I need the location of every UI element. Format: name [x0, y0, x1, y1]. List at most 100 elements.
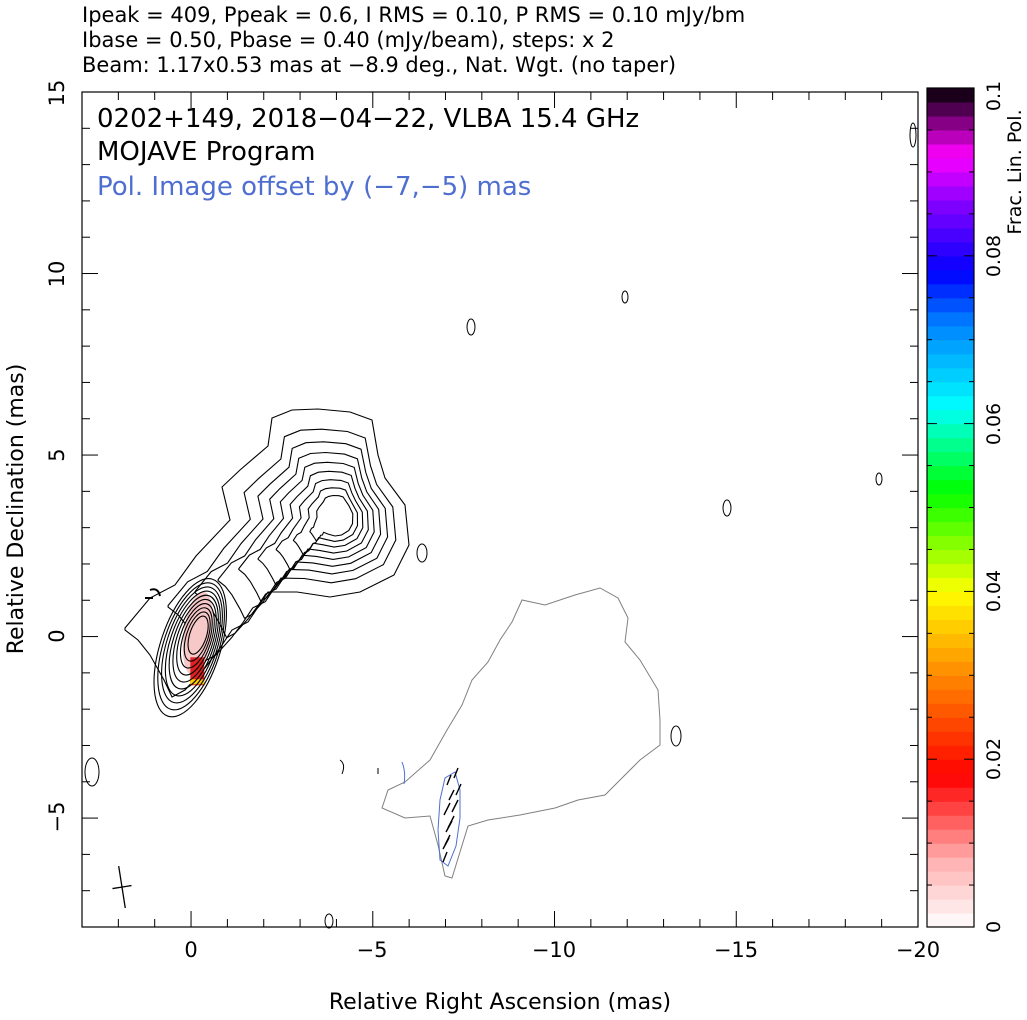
noise-contour [670, 725, 682, 747]
beam-marker [112, 865, 132, 909]
core-contour [168, 594, 219, 690]
evpa-stick [446, 774, 452, 786]
colorbar-swatch [927, 661, 974, 676]
colorbar-swatch [927, 885, 974, 900]
core-contours [153, 578, 227, 718]
colorbar-swatch [927, 493, 974, 509]
colorbar-tick-label: 0.04 [983, 570, 1005, 612]
colorbar-swatch [927, 367, 974, 383]
y-tick-label: −5 [45, 802, 69, 833]
polarization-layer [381, 587, 661, 879]
colorbar-swatch [927, 339, 974, 355]
colorbar-swatch [927, 619, 974, 634]
colorbar-swatch [927, 857, 974, 872]
evpa-stick [448, 789, 455, 801]
y-tick-label: 10 [45, 261, 69, 288]
colorbar-swatch [927, 227, 974, 243]
evpa-stick [447, 815, 455, 829]
colorbar-swatch [927, 787, 974, 802]
colorbar: 0 0.02 0.04 0.06 0.08 0.1 Frac. Lin. Pol… [926, 81, 1026, 933]
minor-ticks [81, 92, 918, 928]
colorbar-swatch [927, 773, 974, 788]
colorbar-swatch [927, 633, 974, 648]
colorbar-swatch [927, 465, 974, 481]
noise-contour [909, 122, 917, 148]
core-contour [179, 607, 213, 669]
noise-contour [722, 499, 732, 517]
header-base-line: Ibase = 0.50, Pbase = 0.40 (mJy/beam), s… [82, 28, 614, 52]
colorbar-swatch [927, 269, 974, 285]
colorbar-swatch [927, 689, 974, 704]
colorbar-swatch [927, 451, 974, 467]
colorbar-swatch [927, 381, 974, 397]
colorbar-tick-label: 0 [983, 921, 1005, 933]
colorbar-swatch [927, 255, 974, 271]
core-contour [187, 615, 209, 655]
noise-contour [84, 757, 100, 787]
core-contour [157, 582, 225, 711]
y-tick-label: 5 [45, 448, 69, 461]
colorbar-swatch [927, 675, 974, 690]
colorbar-ticks [927, 87, 974, 928]
y-axis-label: Relative Declination (mas) [4, 364, 29, 655]
x-axis-label: Relative Right Ascension (mas) [329, 990, 671, 1015]
core-contour [176, 603, 215, 676]
colorbar-swatch [927, 101, 974, 117]
colorbar-swatch [927, 423, 974, 439]
colorbar-tick-label: 0.1 [983, 81, 1005, 111]
colorbar-swatch [927, 815, 974, 830]
colorbar-swatch [927, 185, 974, 201]
jet-contour [257, 470, 369, 586]
colorbar-swatch [927, 283, 974, 299]
jet-contour [292, 487, 359, 556]
colorbar-swatch [927, 521, 974, 537]
plot-area: 0 −5 −10 −15 −20 −5 0 5 10 15 [45, 80, 940, 962]
colorbar-swatch [927, 563, 974, 579]
major-ticks [82, 91, 919, 927]
pol-offset-note: Pol. Image offset by (−7,−5) mas [97, 172, 531, 202]
beam-minor-axis [112, 884, 132, 890]
evpa-stick [451, 799, 459, 813]
colorbar-swatch [927, 801, 974, 816]
colorbar-swatch [927, 591, 974, 606]
colorbar-swatch [927, 325, 974, 341]
jet-contour [309, 494, 354, 542]
colorbar-tick-label: 0.02 [983, 738, 1005, 780]
colorbar-swatch [927, 115, 974, 131]
colorbar-swatch [927, 171, 974, 187]
program-title: MOJAVE Program [97, 137, 315, 167]
colorbar-swatch [927, 507, 974, 523]
noise-contour [339, 759, 379, 775]
colorbar-swatch [927, 745, 974, 760]
colorbar-swatch [927, 395, 974, 411]
colorbar-swatch [927, 88, 974, 103]
y-tick-label: 0 [45, 629, 69, 642]
jet-contours [124, 408, 410, 698]
source-title: 0202+149, 2018−04−22, VLBA 15.4 GHz [97, 104, 639, 134]
colorbar-tick-label: 0.06 [983, 403, 1005, 445]
colorbar-swatch [927, 829, 974, 844]
x-tick-label: 0 [184, 938, 197, 962]
colorbar-label: Frac. Lin. Pol. [1004, 109, 1026, 234]
y-tick-labels: −5 0 5 10 15 [45, 80, 69, 833]
colorbar-swatch [927, 409, 974, 425]
colorbar-swatch [927, 157, 974, 173]
colorbar-swatch [927, 899, 974, 914]
colorbar-swatch [927, 577, 974, 592]
y-tick-label: 15 [45, 80, 69, 107]
core-contour [153, 578, 227, 718]
colorbar-swatch [927, 479, 974, 495]
noise-contour [466, 318, 476, 336]
colorbar-swatch [927, 437, 974, 453]
colorbar-swatch [927, 731, 974, 746]
pol-fraction-outline [437, 771, 461, 867]
noise-contour [416, 543, 428, 563]
colorbar-swatch [927, 843, 974, 858]
plot-frame [81, 91, 919, 928]
noise-contour [875, 472, 883, 486]
jet-contour [238, 461, 375, 602]
colorbar-tick-label: 0.08 [983, 235, 1005, 277]
header-stats-line: Ipeak = 409, Ppeak = 0.6, I RMS = 0.10, … [82, 3, 745, 27]
colorbar-swatch [927, 241, 974, 257]
core-contour [183, 611, 211, 662]
